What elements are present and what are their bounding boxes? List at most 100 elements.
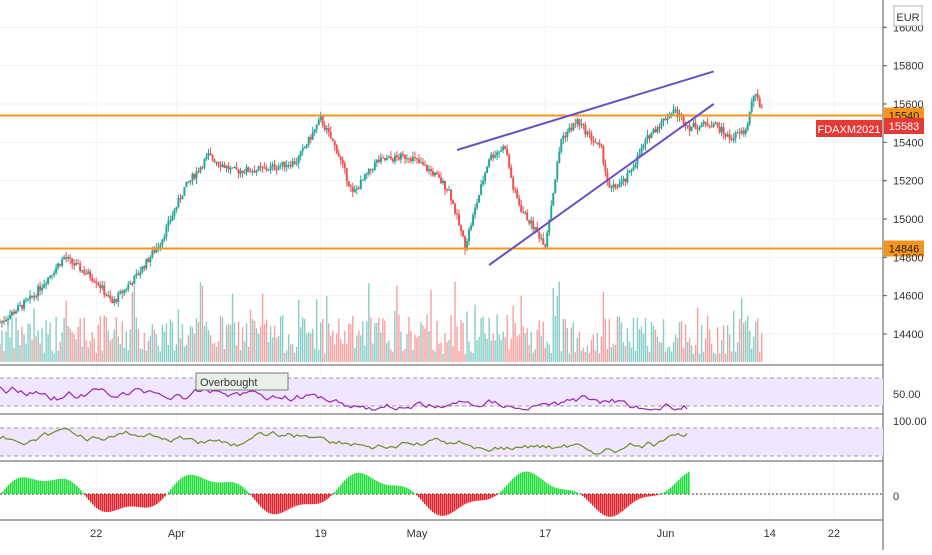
candle-body [3,321,5,322]
osc-bar [628,494,630,506]
candle-body [298,156,300,163]
volume-bar [589,353,590,362]
candle-body [372,170,374,171]
volume-bar [384,321,385,362]
candle-body [554,179,556,193]
osc-bar [366,475,368,494]
osc-bar [348,477,350,494]
candle-body [346,168,348,181]
osc-bar [410,490,412,494]
volume-bar [116,317,117,362]
volume-bar [214,343,215,362]
osc-bar [562,489,564,494]
price-axis[interactable]: 1554014846160001580015600154001520015000… [883,22,924,341]
candle-body [675,110,677,111]
price-tick-label: 15600 [893,99,924,111]
trendlines[interactable] [457,71,714,265]
candle-body [131,283,133,284]
volume-bar [593,334,594,362]
candle-body [759,98,761,106]
osc-bar [570,490,572,494]
volume-bar [69,329,70,362]
currency-label: EUR [896,12,919,24]
candle-body [665,119,667,120]
osc-bar [176,482,178,494]
osc-bar [602,494,604,514]
volume-bar [218,341,219,362]
candle-body [709,126,711,127]
candle-body [7,319,9,320]
candle-body [107,295,109,296]
candle-body [392,159,394,162]
volume-bar [753,337,754,362]
candle-body [111,299,113,303]
osc-bar [14,480,16,494]
volume-bar [73,334,74,362]
candle-body [478,195,480,203]
candle-body [510,167,512,177]
volume-bar [246,323,247,362]
osc-bar [544,482,546,494]
volume-bar [342,344,343,362]
candle-body [432,171,434,175]
volume-bar [394,311,395,362]
osc-bar [376,481,378,494]
candle-body [516,190,518,198]
osc-bar [234,483,236,494]
candle-body [121,291,123,293]
candle-body [211,155,213,159]
osc-bar [8,485,10,494]
candle-body [300,151,302,156]
osc-bar [552,487,554,494]
candle-body [288,165,290,166]
candle-body [492,154,494,157]
volume-bar [316,299,317,362]
candle-body [448,189,450,190]
volume-bar [286,350,287,362]
osc-bar [432,494,434,512]
volume-bar [482,317,483,362]
time-tick-label: 14 [764,528,776,540]
osc-bar [436,494,438,515]
volume-bar [55,317,56,362]
osc-bar [620,494,622,512]
candle-body [584,125,586,134]
osc-bar [306,494,308,504]
osc-bar [24,477,26,494]
volume-bar [585,352,586,362]
volume-bar [332,331,333,362]
candle-body [568,128,570,132]
volume-bar [522,326,523,362]
candle-body [522,212,524,213]
osc-bar [224,482,226,494]
volume-bar [88,347,89,362]
candle-body [642,145,644,148]
osc-bar [384,484,386,494]
osc-bar [214,482,216,494]
volume-bar [510,339,511,362]
candle-body [632,168,634,170]
volume-bar [234,323,235,362]
volume-bar [488,318,489,362]
candle-body [406,158,408,159]
osc-bar [452,494,454,512]
candle-body [290,165,292,166]
osc-bar [546,483,548,494]
volume-bar [502,332,503,362]
candle-body [650,133,652,138]
rsi-pane [0,378,883,410]
candle-body [691,127,693,131]
candle-body [191,174,193,180]
volume-bar [17,330,18,362]
volume-bar [224,349,225,362]
candle-body [490,154,492,159]
volume-bar [228,324,229,362]
candle-body [689,125,691,131]
candle-body [268,170,270,171]
volume-bar [721,340,722,362]
volume-bar [755,322,756,362]
candle-body [622,179,624,181]
